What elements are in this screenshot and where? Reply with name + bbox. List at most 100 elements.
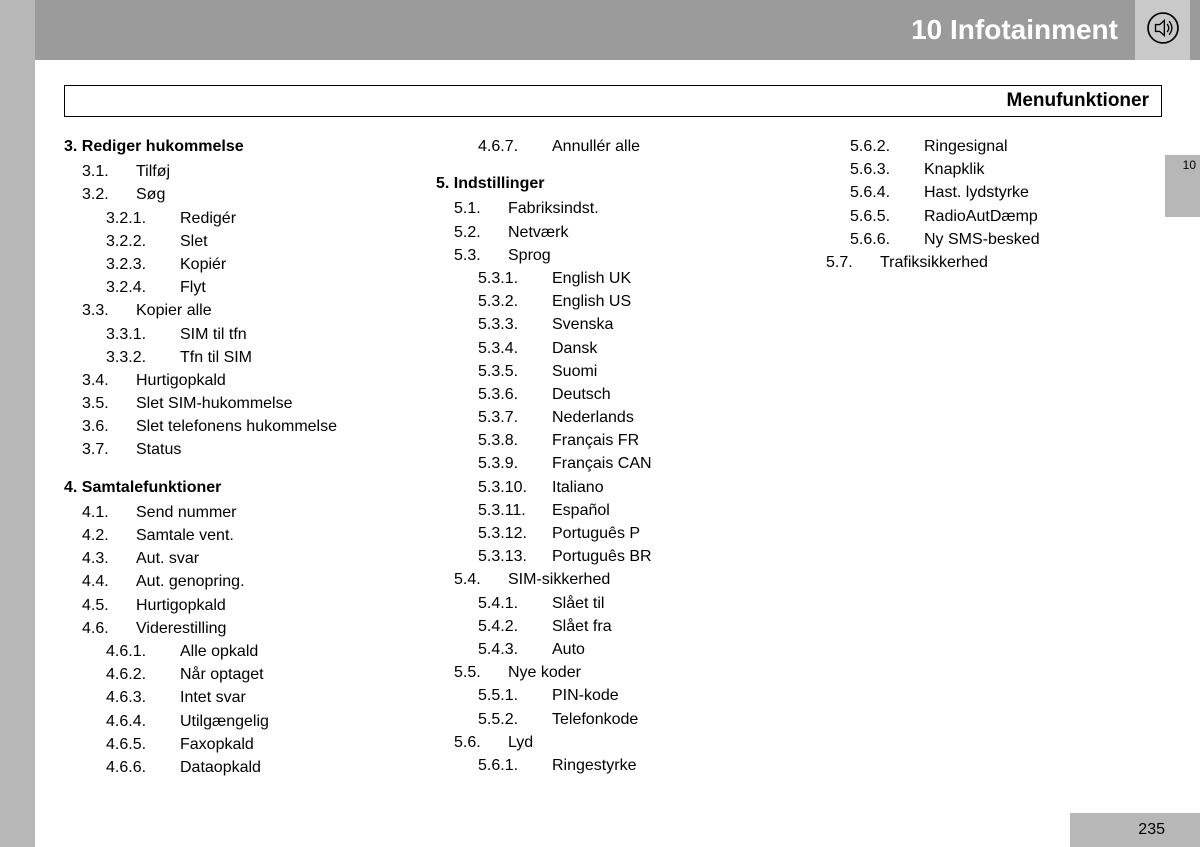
item-number: 5.3.7. bbox=[478, 406, 552, 429]
menu-item: 4.2.Samtale vent. bbox=[64, 524, 418, 547]
item-number: 4.5. bbox=[82, 594, 136, 617]
item-label: Português BR bbox=[552, 545, 652, 568]
menu-item: 3.5.Slet SIM-hukommelse bbox=[64, 392, 418, 415]
menu-item: 5.3.7.Nederlands bbox=[436, 406, 790, 429]
menu-item: 5.3.10.Italiano bbox=[436, 476, 790, 499]
menu-item: 4.6.7.Annullér alle bbox=[436, 135, 790, 158]
item-number: 4.6. bbox=[82, 617, 136, 640]
item-label: Faxopkald bbox=[180, 733, 254, 756]
item-number: 5.3.8. bbox=[478, 429, 552, 452]
header-icon-box bbox=[1135, 0, 1190, 60]
menu-item: 5.6.Lyd bbox=[436, 731, 790, 754]
item-label: Flyt bbox=[180, 276, 206, 299]
item-label: English UK bbox=[552, 267, 631, 290]
item-label: Telefonkode bbox=[552, 708, 638, 731]
item-number: 4.6.7. bbox=[478, 135, 552, 158]
item-label: Ny SMS-besked bbox=[924, 228, 1040, 251]
item-label: Nye koder bbox=[508, 661, 581, 684]
item-number: 5.3.9. bbox=[478, 452, 552, 475]
item-number: 3.3. bbox=[82, 299, 136, 322]
item-label: Hurtigopkald bbox=[136, 369, 226, 392]
item-label: Português P bbox=[552, 522, 640, 545]
menu-item: 4.6.4.Utilgængelig bbox=[64, 710, 418, 733]
item-label: Nederlands bbox=[552, 406, 634, 429]
side-tab-number: 10 bbox=[1183, 158, 1196, 172]
item-number: 4.6.4. bbox=[106, 710, 180, 733]
item-number: 5.3.1. bbox=[478, 267, 552, 290]
item-label: Redigér bbox=[180, 207, 236, 230]
item-number: 5.7. bbox=[826, 251, 880, 274]
section-heading: 3. Rediger hukommelse bbox=[64, 135, 418, 158]
item-label: Ringestyrke bbox=[552, 754, 636, 777]
menu-item: 5.5.1.PIN-kode bbox=[436, 684, 790, 707]
section-heading: 5. Indstillinger bbox=[436, 172, 790, 195]
menu-item: 5.2.Netværk bbox=[436, 221, 790, 244]
column-2: 4.6.7.Annullér alle5. Indstillinger5.1.F… bbox=[436, 135, 790, 779]
menu-item: 3.7.Status bbox=[64, 438, 418, 461]
item-label: Trafiksikkerhed bbox=[880, 251, 988, 274]
item-label: English US bbox=[552, 290, 631, 313]
item-number: 5.3.13. bbox=[478, 545, 552, 568]
menu-item: 3.3.1.SIM til tfn bbox=[64, 323, 418, 346]
item-label: Søg bbox=[136, 183, 165, 206]
item-label: Dataopkald bbox=[180, 756, 261, 779]
content-columns: 3. Rediger hukommelse3.1.Tilføj3.2.Søg3.… bbox=[64, 135, 1162, 779]
menu-item: 5.6.4.Hast. lydstyrke bbox=[808, 181, 1162, 204]
item-number: 5.4.2. bbox=[478, 615, 552, 638]
item-number: 5.3.11. bbox=[478, 499, 552, 522]
item-number: 5.3.3. bbox=[478, 313, 552, 336]
item-number: 4.3. bbox=[82, 547, 136, 570]
item-number: 5.5.1. bbox=[478, 684, 552, 707]
item-number: 3.2. bbox=[82, 183, 136, 206]
item-number: 5.6.6. bbox=[850, 228, 924, 251]
menu-item: 3.1.Tilføj bbox=[64, 160, 418, 183]
item-label: Alle opkald bbox=[180, 640, 258, 663]
menu-item: 5.4.SIM-sikkerhed bbox=[436, 568, 790, 591]
item-label: Status bbox=[136, 438, 181, 461]
item-number: 5.3.2. bbox=[478, 290, 552, 313]
menu-item: 5.6.3.Knapklik bbox=[808, 158, 1162, 181]
item-number: 5.3. bbox=[454, 244, 508, 267]
subtitle-box: Menufunktioner bbox=[64, 85, 1162, 117]
menu-item: 5.3.2.English US bbox=[436, 290, 790, 313]
item-label: Slået til bbox=[552, 592, 604, 615]
item-label: Send nummer bbox=[136, 501, 237, 524]
item-label: Sprog bbox=[508, 244, 551, 267]
menu-item: 3.2.1.Redigér bbox=[64, 207, 418, 230]
item-number: 5.3.4. bbox=[478, 337, 552, 360]
item-number: 4.6.6. bbox=[106, 756, 180, 779]
item-number: 3.6. bbox=[82, 415, 136, 438]
item-label: Italiano bbox=[552, 476, 604, 499]
item-number: 5.3.12. bbox=[478, 522, 552, 545]
item-label: Utilgængelig bbox=[180, 710, 269, 733]
menu-item: 3.2.2.Slet bbox=[64, 230, 418, 253]
item-number: 3.5. bbox=[82, 392, 136, 415]
item-label: Svenska bbox=[552, 313, 613, 336]
item-label: Viderestilling bbox=[136, 617, 226, 640]
item-number: 4.6.5. bbox=[106, 733, 180, 756]
item-number: 5.6.2. bbox=[850, 135, 924, 158]
item-number: 4.2. bbox=[82, 524, 136, 547]
item-number: 3.2.2. bbox=[106, 230, 180, 253]
menu-item: 4.6.1.Alle opkald bbox=[64, 640, 418, 663]
item-label: SIM-sikkerhed bbox=[508, 568, 610, 591]
item-label: Lyd bbox=[508, 731, 533, 754]
item-number: 5.4. bbox=[454, 568, 508, 591]
item-label: Kopiér bbox=[180, 253, 226, 276]
item-number: 5.6.5. bbox=[850, 205, 924, 228]
menu-item: 5.4.2.Slået fra bbox=[436, 615, 790, 638]
item-label: Tilføj bbox=[136, 160, 170, 183]
item-number: 5.3.10. bbox=[478, 476, 552, 499]
menu-item: 5.3.11.Español bbox=[436, 499, 790, 522]
item-label: Slet SIM-hukommelse bbox=[136, 392, 293, 415]
subtitle-text: Menufunktioner bbox=[1007, 90, 1150, 111]
item-label: Suomi bbox=[552, 360, 597, 383]
item-number: 4.6.2. bbox=[106, 663, 180, 686]
menu-item: 5.3.1.English UK bbox=[436, 267, 790, 290]
menu-item: 5.3.13.Português BR bbox=[436, 545, 790, 568]
item-number: 5.2. bbox=[454, 221, 508, 244]
menu-item: 4.6.2.Når optaget bbox=[64, 663, 418, 686]
item-number: 3.2.1. bbox=[106, 207, 180, 230]
item-label: Aut. svar bbox=[136, 547, 199, 570]
menu-item: 3.3.Kopier alle bbox=[64, 299, 418, 322]
